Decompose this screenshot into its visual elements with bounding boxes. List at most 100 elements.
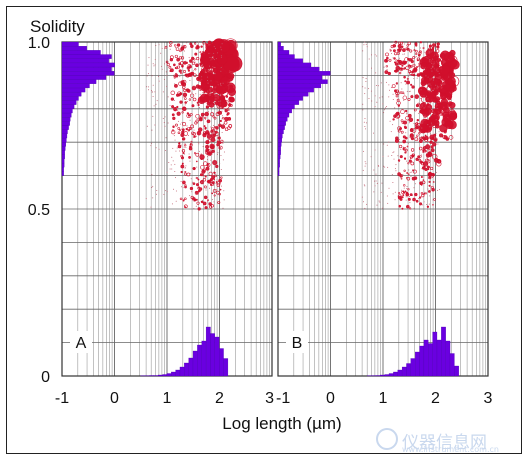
data-point	[433, 160, 435, 162]
data-point	[424, 134, 427, 137]
x-axis-title: Log length (µm)	[222, 414, 341, 433]
data-point	[432, 43, 436, 47]
data-point	[396, 98, 400, 102]
x-tick-label: 2	[215, 390, 224, 407]
data-point	[420, 73, 423, 76]
data-point	[195, 119, 199, 123]
data-point	[222, 125, 224, 127]
data-point	[220, 100, 222, 102]
data-point	[198, 127, 203, 132]
data-point	[426, 94, 435, 103]
data-point	[413, 49, 416, 52]
data-point	[365, 80, 367, 82]
data-point	[177, 120, 179, 122]
data-point	[376, 204, 378, 206]
data-point	[397, 129, 401, 133]
data-point	[377, 165, 379, 167]
data-point	[195, 113, 200, 119]
data-point	[201, 181, 203, 183]
data-point	[429, 59, 431, 61]
data-point	[206, 158, 208, 160]
data-point	[389, 48, 391, 50]
data-point	[364, 87, 366, 89]
data-point	[409, 157, 412, 159]
data-point	[419, 47, 421, 49]
data-point	[418, 158, 422, 162]
data-point	[220, 76, 230, 86]
data-point	[366, 203, 368, 205]
data-point	[193, 129, 195, 131]
histogram-bar	[61, 150, 65, 155]
data-point	[189, 195, 191, 197]
data-point	[388, 96, 390, 98]
data-point	[184, 172, 187, 176]
data-point	[193, 152, 197, 155]
data-point	[207, 199, 209, 202]
data-point	[218, 41, 230, 53]
data-point	[435, 142, 437, 144]
histogram-bar	[61, 46, 87, 51]
data-point	[215, 135, 217, 137]
data-point	[220, 46, 222, 48]
data-point	[218, 110, 220, 112]
data-point	[166, 62, 170, 67]
data-point	[424, 77, 429, 82]
data-point	[171, 129, 176, 135]
data-point	[176, 111, 181, 116]
data-point	[223, 151, 225, 153]
data-point	[187, 69, 191, 72]
data-point	[179, 100, 183, 104]
data-point	[174, 163, 176, 165]
data-point	[400, 119, 404, 123]
data-point	[401, 207, 404, 210]
data-point	[180, 72, 183, 75]
data-point	[181, 65, 184, 68]
data-point	[396, 92, 398, 94]
data-point	[400, 41, 404, 45]
data-point	[411, 94, 413, 96]
data-point	[403, 169, 406, 172]
panel-b	[277, 40, 489, 377]
data-point	[433, 81, 439, 87]
data-point	[168, 65, 172, 69]
data-point	[417, 53, 421, 57]
data-point	[189, 79, 191, 81]
data-point	[425, 75, 427, 77]
histogram-bar	[277, 171, 280, 176]
data-point	[209, 187, 211, 189]
data-point	[362, 103, 364, 105]
histogram-bar	[192, 350, 198, 377]
data-point	[168, 161, 170, 163]
data-point	[440, 92, 447, 100]
data-point	[202, 201, 207, 206]
data-point	[166, 171, 168, 173]
data-point	[383, 143, 385, 145]
data-point	[416, 66, 419, 69]
data-point	[202, 146, 204, 148]
watermark-logo-icon	[376, 428, 398, 450]
data-point	[403, 93, 405, 95]
data-point	[197, 178, 200, 181]
data-point	[438, 131, 440, 133]
data-point	[419, 202, 423, 206]
data-point	[414, 137, 419, 142]
data-point	[384, 109, 386, 111]
data-point	[431, 188, 435, 192]
histogram-bar	[277, 146, 281, 151]
data-point	[398, 50, 400, 52]
data-point	[219, 188, 222, 191]
data-point	[199, 117, 203, 120]
data-point	[173, 75, 177, 79]
data-point	[178, 69, 182, 73]
data-point	[181, 122, 183, 124]
data-point	[409, 202, 411, 204]
data-point	[363, 121, 365, 123]
data-point	[198, 181, 200, 183]
data-point	[210, 192, 212, 194]
x-tick-label: -1	[276, 390, 290, 407]
data-point	[207, 76, 209, 78]
data-point	[221, 115, 223, 117]
data-point	[401, 174, 403, 176]
data-point	[420, 80, 427, 87]
data-point	[416, 118, 420, 122]
